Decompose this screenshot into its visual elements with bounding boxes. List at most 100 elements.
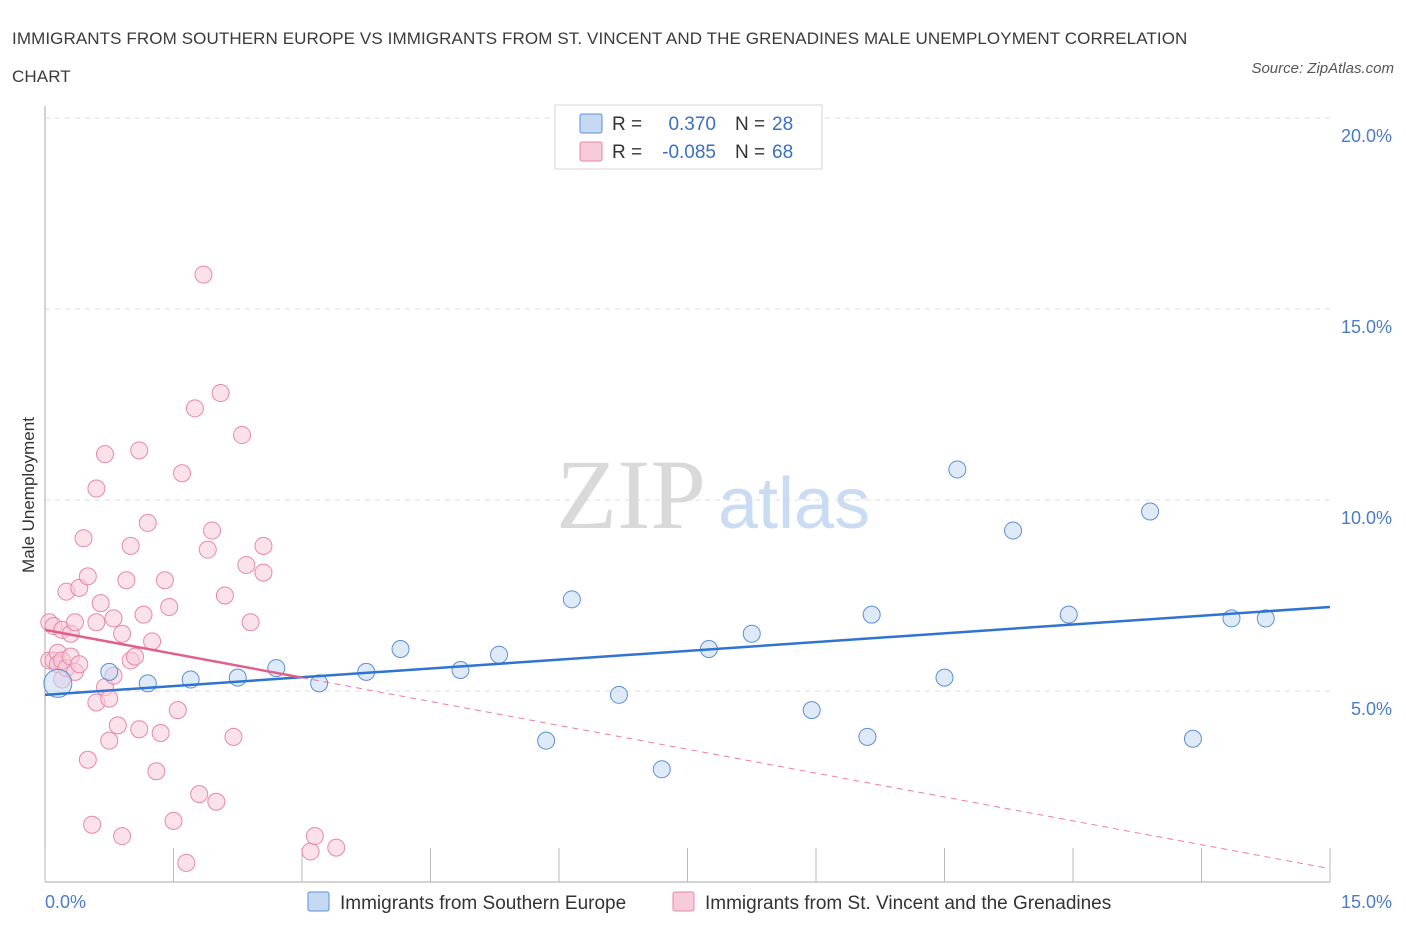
stats-legend-swatch-blue — [579, 113, 603, 134]
pink-series-points — [40, 265, 346, 872]
blue-point-17 — [802, 701, 821, 720]
pink-point-51 — [198, 540, 217, 559]
watermark: ZIP atlas — [556, 439, 870, 550]
stats-legend-n-pink: 68 — [772, 142, 793, 163]
pink-point-52 — [203, 521, 222, 540]
pink-point-62 — [305, 827, 324, 846]
blue-point-9 — [451, 660, 470, 679]
pink-point-59 — [254, 536, 273, 555]
pink-point-33 — [121, 536, 140, 555]
pink-point-16 — [70, 655, 89, 674]
pink-point-44 — [164, 811, 183, 830]
blue-point-22 — [1004, 521, 1023, 540]
pink-point-17 — [74, 529, 93, 548]
blue-point-19 — [862, 605, 881, 624]
pink-point-35 — [125, 647, 144, 666]
pink-point-24 — [95, 445, 114, 464]
watermark-zip: ZIP — [556, 439, 706, 550]
stats-legend-r-label-pink: R = — [612, 142, 642, 163]
stats-legend-n-label-pink: N = — [735, 142, 765, 163]
pink-point-45 — [168, 701, 187, 720]
blue-point-16 — [742, 624, 761, 643]
grid-lines — [45, 117, 1330, 692]
stats-legend-r-blue: 0.370 — [668, 114, 716, 135]
y-tick-label-3: 20.0% — [1341, 126, 1392, 146]
y-axis-label: Male Unemployment — [19, 417, 38, 573]
x-tick-label-1: 15.0% — [1341, 892, 1392, 912]
blue-point-20 — [935, 668, 954, 687]
trend-line-blue — [44, 605, 1331, 697]
pink-point-43 — [160, 597, 179, 616]
blue-point-1 — [100, 662, 119, 681]
pink-point-36 — [130, 441, 149, 460]
pink-point-19 — [83, 815, 102, 834]
pink-point-66 — [143, 632, 162, 651]
pink-point-64 — [78, 567, 97, 586]
pink-point-28 — [104, 609, 123, 628]
blue-point-13 — [609, 685, 628, 704]
pink-point-21 — [87, 479, 106, 498]
pink-point-50 — [194, 265, 213, 284]
y-tick-label-0: 5.0% — [1351, 699, 1392, 719]
blue-point-12 — [562, 590, 581, 609]
pink-point-32 — [117, 571, 136, 590]
blue-point-27 — [1256, 609, 1275, 628]
pink-point-67 — [215, 586, 234, 605]
y-tick-label-1: 10.0% — [1341, 508, 1392, 528]
axes — [44, 106, 1331, 883]
trend-line-pink-dashed — [301, 677, 1331, 870]
pink-point-18 — [78, 750, 97, 769]
trend-lines — [44, 605, 1331, 870]
blue-point-4 — [228, 668, 247, 687]
pink-point-39 — [138, 513, 157, 532]
chart-title: IMMIGRANTS FROM SOUTHERN EUROPE VS IMMIG… — [12, 29, 1188, 86]
x-tick-label-0: 0.0% — [45, 892, 86, 912]
pink-point-40 — [147, 762, 166, 781]
blue-point-18 — [858, 727, 877, 746]
legend-label-st-vincent: Immigrants from St. Vincent and the Gren… — [705, 893, 1111, 914]
pink-point-58 — [241, 613, 260, 632]
pink-point-60 — [254, 563, 273, 582]
blue-point-23 — [1059, 605, 1078, 624]
blue-series-points — [43, 460, 1275, 779]
pink-point-47 — [177, 853, 196, 872]
blue-point-24 — [1141, 502, 1160, 521]
x-tick-labels: 0.0% 15.0% — [45, 892, 1392, 912]
pink-point-31 — [113, 827, 132, 846]
pink-point-46 — [173, 464, 192, 483]
blue-point-11 — [537, 731, 556, 750]
blue-point-10 — [490, 645, 509, 664]
pink-point-49 — [190, 785, 209, 804]
pink-point-61 — [301, 842, 320, 861]
stats-legend-swatch-pink — [579, 141, 603, 162]
pink-point-48 — [185, 399, 204, 418]
y-tick-label-2: 15.0% — [1341, 317, 1392, 337]
pink-point-54 — [211, 384, 230, 403]
stats-legend-r-pink: -0.085 — [662, 142, 716, 163]
legend-swatch-st-vincent — [672, 891, 695, 912]
pink-point-57 — [237, 555, 256, 574]
pink-point-56 — [233, 426, 252, 445]
pink-point-13 — [65, 613, 84, 632]
pink-point-22 — [87, 613, 106, 632]
pink-point-53 — [207, 792, 226, 811]
pink-point-42 — [155, 571, 174, 590]
stats-legend-r-label-blue: R = — [612, 114, 642, 135]
pink-point-55 — [224, 727, 243, 746]
pink-point-37 — [130, 720, 149, 739]
pink-point-26 — [100, 731, 119, 750]
blue-point-14 — [652, 760, 671, 779]
y-tick-labels: 5.0% 10.0% 15.0% 20.0% — [1341, 126, 1392, 719]
legend-label-southern-europe: Immigrants from Southern Europe — [340, 893, 626, 914]
pink-point-23 — [91, 594, 110, 613]
blue-point-0 — [43, 668, 73, 698]
blue-point-8 — [391, 639, 410, 658]
pink-point-38 — [134, 605, 153, 624]
pink-point-29 — [108, 716, 127, 735]
pink-point-27 — [100, 689, 119, 708]
trend-line-pink-solid — [44, 628, 303, 679]
blue-point-21 — [948, 460, 967, 479]
series-legend: Immigrants from Southern Europe Immigran… — [307, 891, 1111, 914]
watermark-atlas: atlas — [718, 464, 870, 544]
